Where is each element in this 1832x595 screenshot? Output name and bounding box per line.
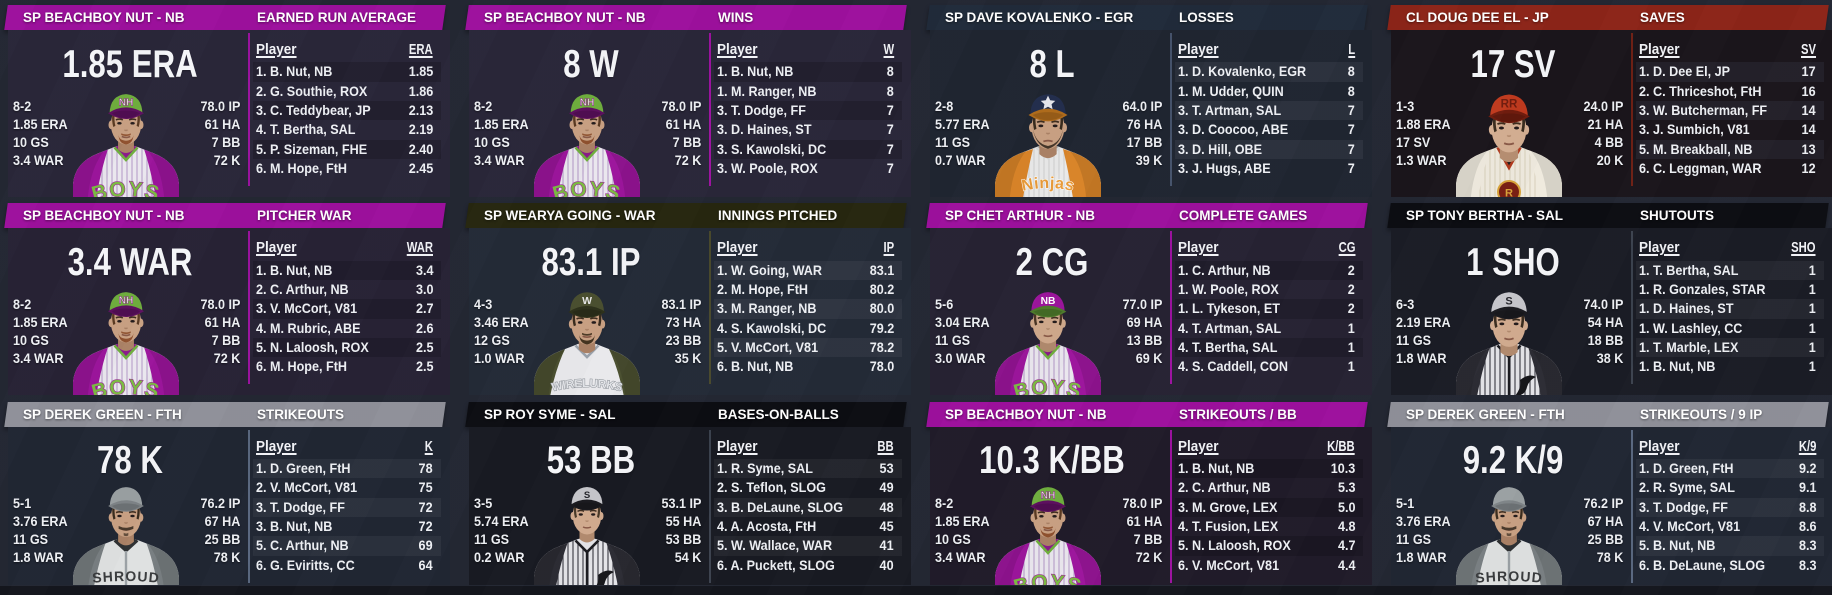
svg-text:RR: RR	[1501, 99, 1518, 111]
svg-text:S: S	[1505, 296, 1512, 308]
svg-text:Ninjas: Ninjas	[1020, 175, 1076, 195]
svg-text:NH: NH	[580, 98, 595, 109]
svg-text:NH: NH	[119, 296, 134, 307]
svg-text:NB: NB	[1041, 296, 1056, 307]
svg-text:R: R	[1505, 188, 1513, 198]
svg-text:SHROUD: SHROUD	[1474, 568, 1543, 585]
svg-text:S: S	[584, 489, 590, 500]
svg-text:NH: NH	[119, 98, 134, 109]
svg-text:WIRELURKS: WIRELURKS	[551, 378, 624, 394]
svg-text:W: W	[582, 296, 592, 307]
svg-text:NH: NH	[1041, 490, 1056, 501]
svg-text:SHROUD: SHROUD	[91, 568, 160, 585]
